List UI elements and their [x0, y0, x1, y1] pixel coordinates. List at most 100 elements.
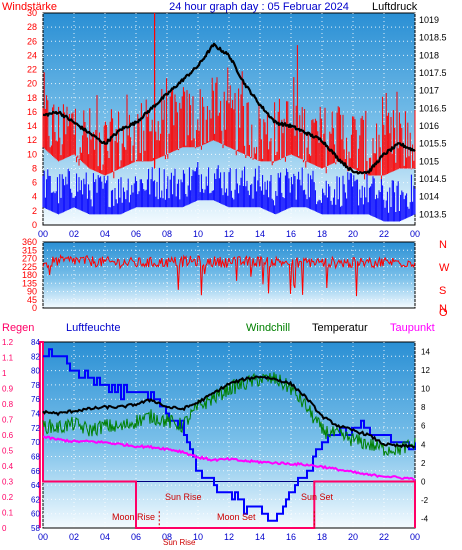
y-left-tick-label: 4: [32, 192, 37, 202]
x-tick-label: 14: [255, 229, 265, 239]
rain-tick-label: 0.1: [2, 509, 14, 518]
humidity-tick-label: 70: [31, 438, 40, 447]
pressure-series: [42, 42, 416, 175]
rain-tick-label: 0: [2, 524, 7, 533]
humidity-tick-label: 68: [31, 452, 40, 461]
compass-label: O: [439, 307, 448, 319]
temp-tick-label: -2: [421, 496, 429, 505]
regen-label: Regen: [2, 322, 34, 334]
temperature-series: [42, 375, 416, 449]
humidity-tick-label: 82: [31, 352, 40, 361]
direction-tick-label: 45: [27, 295, 37, 305]
y-right-tick-label: 1014.5: [419, 174, 447, 184]
luftdruck-label: Luftdruck: [372, 1, 418, 13]
humidity-tick-label: 60: [31, 510, 40, 519]
temp-tick-label: 14: [421, 347, 430, 356]
windchill-series: [42, 372, 416, 456]
x-tick-label-3: 08: [162, 532, 172, 542]
direction-tick-label: 270: [22, 254, 37, 264]
rain-tick-label: 0.7: [2, 416, 14, 425]
y-right-tick-label: 1016: [419, 121, 439, 131]
x-tick-label-3: 14: [255, 532, 265, 542]
direction-tick-label: 360: [22, 237, 37, 247]
x-tick-label-3: 18: [317, 532, 327, 542]
moon-set-label: Moon Set: [217, 512, 256, 522]
sun-rise-time-label: Sun Rise: [163, 538, 196, 547]
humidity-series: [43, 348, 416, 522]
x-tick-label: 10: [193, 229, 203, 239]
panel3-series: [38, 341, 416, 529]
panel3-axes: 00.10.20.30.40.50.60.70.80.911.11.258606…: [2, 338, 430, 542]
temp-tick-label: 8: [421, 403, 426, 412]
chart-title: 24 hour graph day : 05 Februar 2024: [169, 1, 349, 13]
humidity-tick-label: 58: [31, 524, 40, 533]
compass-label: S: [439, 285, 446, 297]
y-right-tick-label: 1019: [419, 15, 439, 25]
windchill-label: Windchill: [246, 322, 290, 334]
temperatur-label: Temperatur: [312, 322, 368, 334]
rain-tick-label: 0.9: [2, 385, 14, 394]
panel1-axes: 0246810121416182022242628301013.51014101…: [27, 8, 447, 239]
y-left-tick-label: 12: [27, 135, 37, 145]
humidity-tick-label: 64: [31, 481, 40, 490]
sun-set-label: Sun Set: [301, 492, 334, 502]
direction-tick-label: 90: [27, 287, 37, 297]
luftfeuchte-label: Luftfeuchte: [66, 322, 120, 334]
dewpoint-series: [43, 435, 416, 481]
y-left-tick-label: 18: [27, 93, 37, 103]
x-tick-label-3: 20: [348, 532, 358, 542]
temp-tick-label: 4: [421, 440, 426, 449]
humidity-tick-label: 72: [31, 424, 40, 433]
y-left-tick-label: 30: [27, 8, 37, 18]
compass-label: W: [439, 262, 450, 274]
y-left-tick-label: 20: [27, 79, 37, 89]
panel1-series: [42, 13, 416, 222]
wind-avg-series: [42, 162, 416, 222]
y-left-tick-label: 6: [32, 178, 37, 188]
y-left-tick-label: 0: [32, 220, 37, 230]
temp-tick-label: 10: [421, 385, 430, 394]
panel2-series: [42, 254, 416, 297]
humidity-tick-label: 78: [31, 381, 40, 390]
x-tick-label: 06: [131, 229, 141, 239]
rain-tick-label: 0.8: [2, 400, 14, 409]
y-left-tick-label: 14: [27, 121, 37, 131]
temp-tick-label: 2: [421, 459, 426, 468]
rain-tick-label: 0.4: [2, 462, 14, 471]
humidity-tick-label: 80: [31, 367, 40, 376]
compass-label: N: [439, 239, 447, 251]
humidity-tick-label: 66: [31, 467, 40, 476]
temp-tick-label: -4: [421, 515, 429, 524]
y-right-tick-label: 1018.5: [419, 33, 447, 43]
x-tick-label: 16: [286, 229, 296, 239]
humidity-tick-label: 76: [31, 395, 40, 404]
humidity-tick-label: 84: [31, 338, 40, 347]
y-right-tick-label: 1013.5: [419, 209, 447, 219]
x-tick-label-3: 16: [286, 532, 296, 542]
temp-tick-label: 6: [421, 422, 426, 431]
y-left-tick-label: 22: [27, 65, 37, 75]
x-tick-label-3: 22: [379, 532, 389, 542]
y-right-tick-label: 1018: [419, 50, 439, 60]
x-tick-label: 18: [317, 229, 327, 239]
x-tick-label-3: 00: [410, 532, 420, 542]
taupunkt-label: Taupunkt: [390, 322, 435, 334]
y-right-tick-label: 1014: [419, 192, 439, 202]
wind-direction-series: [42, 254, 416, 297]
rain-tick-label: 0.2: [2, 493, 14, 502]
rain-tick-label: 0.5: [2, 447, 14, 456]
x-tick-label: 12: [224, 229, 234, 239]
rain-tick-label: 1.1: [2, 354, 14, 363]
temp-tick-label: 12: [421, 366, 430, 375]
x-tick-label: 08: [162, 229, 172, 239]
x-tick-label-3: 06: [131, 532, 141, 542]
x-tick-label-3: 04: [100, 532, 110, 542]
x-tick-label: 22: [379, 229, 389, 239]
direction-tick-label: 315: [22, 245, 37, 255]
y-right-tick-label: 1016.5: [419, 103, 447, 113]
direction-tick-label: 225: [22, 262, 37, 272]
x-tick-label-3: 00: [38, 532, 48, 542]
x-tick-label: 00: [38, 229, 48, 239]
direction-tick-label: 135: [22, 278, 37, 288]
